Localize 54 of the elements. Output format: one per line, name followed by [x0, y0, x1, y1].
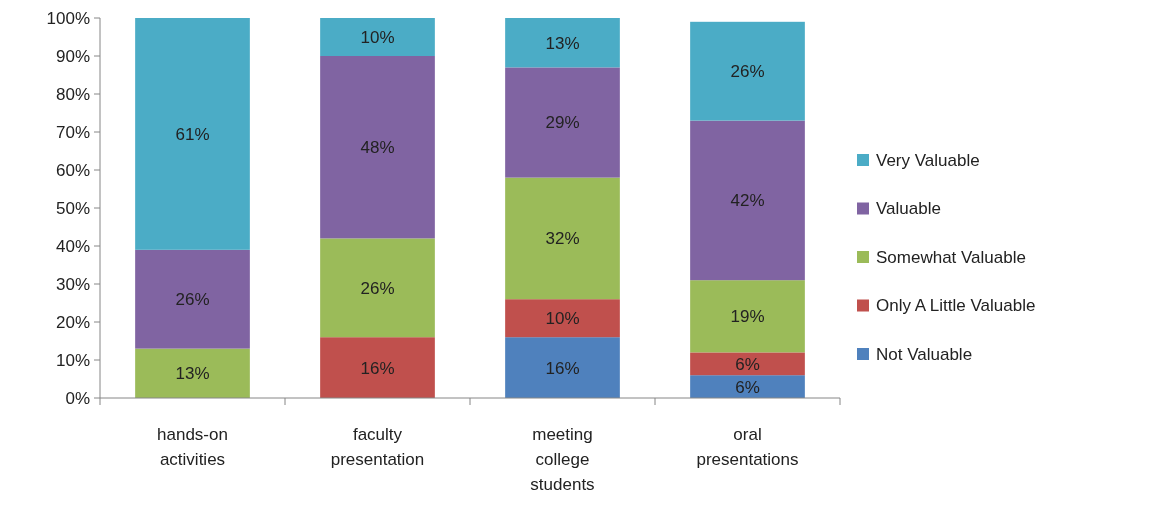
bar	[690, 120, 805, 281]
data-label: 26%	[730, 62, 765, 82]
data-label: 10%	[545, 309, 580, 329]
bar	[505, 337, 620, 398]
y-tick-label: 70%	[55, 122, 90, 142]
y-tick-label: 10%	[55, 350, 90, 370]
y-tick-label: 20%	[55, 312, 90, 332]
y-tick-label: 60%	[55, 160, 90, 180]
legend-label: Only A Little Valuable	[876, 296, 1036, 316]
bar	[320, 56, 435, 239]
bar	[320, 337, 435, 398]
bar	[320, 18, 435, 56]
legend-label: Not Valuable	[876, 344, 973, 364]
data-label: 42%	[730, 191, 765, 211]
data-label: 16%	[360, 358, 395, 378]
data-label: 19%	[730, 307, 765, 327]
x-tick-label: oral presentations	[696, 425, 799, 469]
data-label: 13%	[175, 364, 210, 384]
legend-label: Valuable	[876, 199, 941, 219]
y-tick-label: 50%	[55, 198, 90, 218]
data-label: 10%	[360, 27, 395, 47]
bar	[690, 375, 805, 398]
data-label: 61%	[175, 124, 210, 144]
data-label: 32%	[545, 229, 580, 249]
bar	[135, 18, 250, 250]
bar	[135, 348, 250, 398]
x-tick-label: faculty presentation	[330, 425, 425, 469]
data-label: 13%	[545, 33, 580, 53]
data-label: 29%	[545, 113, 580, 133]
y-tick-label: 40%	[55, 236, 90, 256]
bar	[505, 18, 620, 68]
y-tick-label: 30%	[55, 274, 90, 294]
legend-label: Somewhat Valuable	[876, 247, 1026, 267]
bar	[505, 299, 620, 338]
bar	[505, 67, 620, 178]
data-label: 16%	[545, 358, 580, 378]
legend-label: Very Valuable	[876, 150, 980, 170]
bar	[135, 249, 250, 349]
bar	[505, 177, 620, 300]
y-tick-label: 90%	[55, 46, 90, 66]
y-tick-label: 0%	[65, 388, 90, 408]
bar	[690, 280, 805, 353]
bar	[690, 21, 805, 121]
data-label: 6%	[735, 377, 760, 397]
data-label: 6%	[735, 354, 760, 374]
data-label: 26%	[360, 278, 395, 298]
data-label: 48%	[360, 138, 395, 158]
y-tick-label: 100%	[46, 8, 90, 28]
bar	[320, 238, 435, 338]
x-tick-label: hands-on activities	[157, 425, 228, 469]
y-tick-label: 80%	[55, 84, 90, 104]
x-tick-label: meeting college students	[530, 425, 595, 494]
data-label: 26%	[175, 290, 210, 310]
bar	[690, 352, 805, 376]
